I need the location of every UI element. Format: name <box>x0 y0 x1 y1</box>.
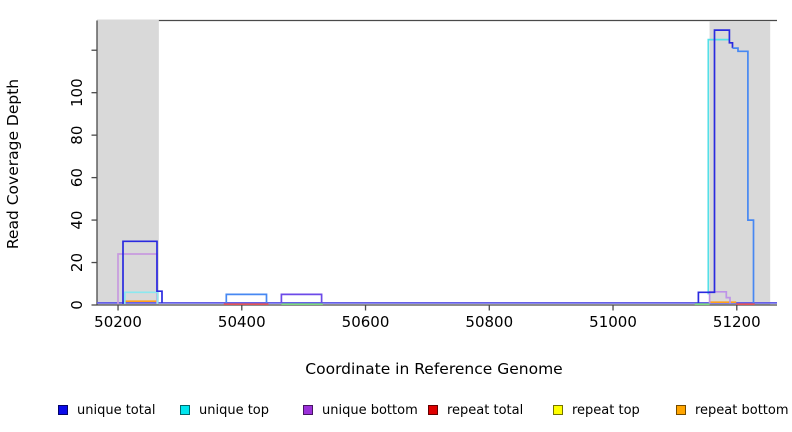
legend-swatch-icon <box>553 405 563 415</box>
series-unique-top-peak1 <box>123 291 159 304</box>
legend-item-repeat-bottom: repeat bottom <box>676 399 789 421</box>
legend-item-unique-total: unique total <box>58 399 155 421</box>
legend: unique total unique top unique bottom repea… <box>0 399 792 423</box>
series-unique-total-box-mid <box>225 293 268 303</box>
y-tick-label: 40 <box>68 211 86 230</box>
highlight-region-right <box>709 21 771 305</box>
legend-item-repeat-top: repeat top <box>553 399 640 421</box>
legend-item-unique-top: unique top <box>180 399 269 421</box>
highlight-region-left <box>97 19 159 305</box>
legend-label: repeat bottom <box>695 402 789 418</box>
y-tick-label: 0 <box>68 300 86 310</box>
series-unique-top-right-spike <box>707 38 730 295</box>
legend-item-unique-bottom: unique bottom <box>303 399 418 421</box>
legend-label: unique top <box>199 402 270 418</box>
legend-swatch-icon <box>428 405 438 415</box>
x-tick-label: 50200 <box>94 313 142 331</box>
series-unique-total-right-slope <box>732 47 755 303</box>
series-unique-bottom-box-mid <box>280 293 323 303</box>
x-axis-title: Coordinate in Reference Genome <box>305 360 563 378</box>
y-tick-label: 20 <box>68 253 86 272</box>
legend-item-repeat-total: repeat total <box>428 399 523 421</box>
y-tick-label: 80 <box>68 126 86 145</box>
x-tick-label: 51000 <box>589 313 637 331</box>
legend-swatch-icon <box>58 405 68 415</box>
legend-label: unique total <box>77 402 156 418</box>
legend-swatch-icon <box>676 405 686 415</box>
x-tick-label: 51200 <box>713 313 761 331</box>
y-axis-title: Read Coverage Depth <box>4 78 22 250</box>
y-tick-label: 100 <box>68 78 86 107</box>
legend-label: repeat total <box>447 402 524 418</box>
series-unique-total-right-spike <box>697 29 734 303</box>
x-tick-label: 50800 <box>465 313 513 331</box>
legend-label: unique bottom <box>322 402 418 418</box>
legend-swatch-icon <box>180 405 190 415</box>
legend-swatch-icon <box>303 405 313 415</box>
series-unique-bottom-right-box <box>708 290 731 304</box>
y-tick-label: 60 <box>68 168 86 187</box>
legend-label: repeat top <box>572 402 640 418</box>
series-unique-total-peak1 <box>122 240 163 304</box>
x-tick-label: 50400 <box>218 313 266 331</box>
x-tick-label: 50600 <box>342 313 390 331</box>
